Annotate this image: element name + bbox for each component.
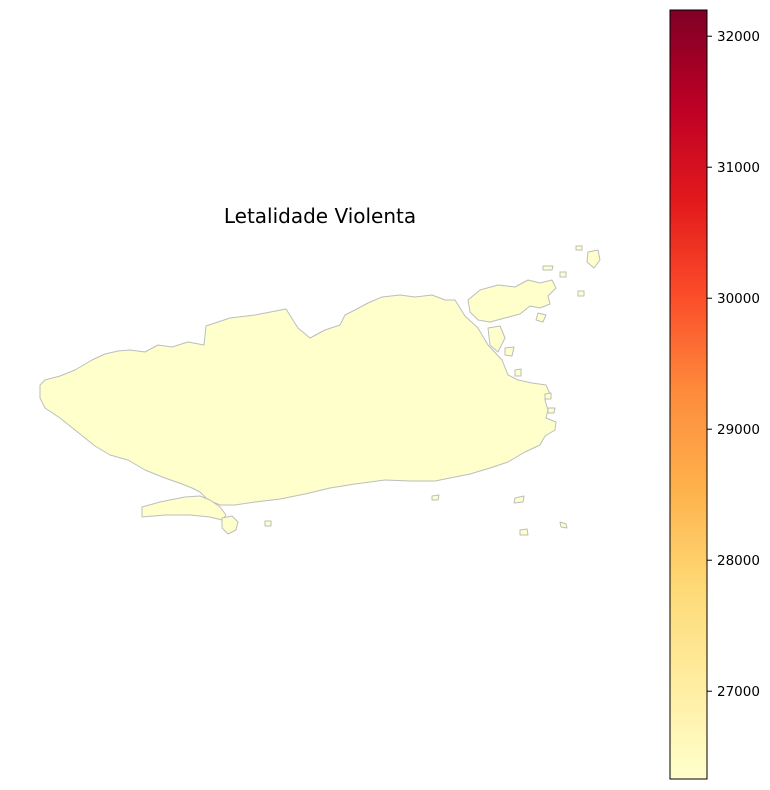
main-landmass bbox=[39, 294, 557, 506]
island bbox=[431, 494, 440, 501]
colorbar-gradient bbox=[669, 9, 708, 780]
governor-island bbox=[467, 279, 557, 323]
island bbox=[577, 290, 585, 297]
map-title: Letalidade Violenta bbox=[224, 204, 416, 228]
colorbar-tick-label: 31000 bbox=[717, 160, 760, 176]
colorbar-ticks: 27000 28000 29000 30000 31000 32000 bbox=[707, 29, 760, 700]
southern-tip bbox=[221, 515, 239, 535]
colorbar-tick-label: 29000 bbox=[717, 422, 760, 438]
island bbox=[514, 368, 522, 377]
island bbox=[547, 407, 556, 414]
island bbox=[487, 325, 506, 353]
island bbox=[264, 520, 272, 527]
island bbox=[544, 392, 552, 400]
island bbox=[519, 528, 529, 536]
island bbox=[513, 495, 525, 504]
island bbox=[559, 521, 568, 529]
colorbar: 27000 28000 29000 30000 31000 32000 bbox=[669, 9, 760, 780]
island bbox=[535, 312, 547, 323]
colorbar-tick-label: 28000 bbox=[717, 553, 760, 569]
island bbox=[504, 346, 515, 357]
map-region bbox=[39, 245, 601, 536]
island bbox=[586, 249, 601, 269]
island bbox=[542, 265, 554, 271]
colorbar-tick-label: 27000 bbox=[717, 684, 760, 700]
island bbox=[575, 245, 583, 251]
island bbox=[559, 271, 567, 278]
colorbar-tick-label: 32000 bbox=[717, 29, 760, 45]
colorbar-tick-label: 30000 bbox=[717, 291, 760, 307]
sandbar bbox=[141, 495, 227, 521]
